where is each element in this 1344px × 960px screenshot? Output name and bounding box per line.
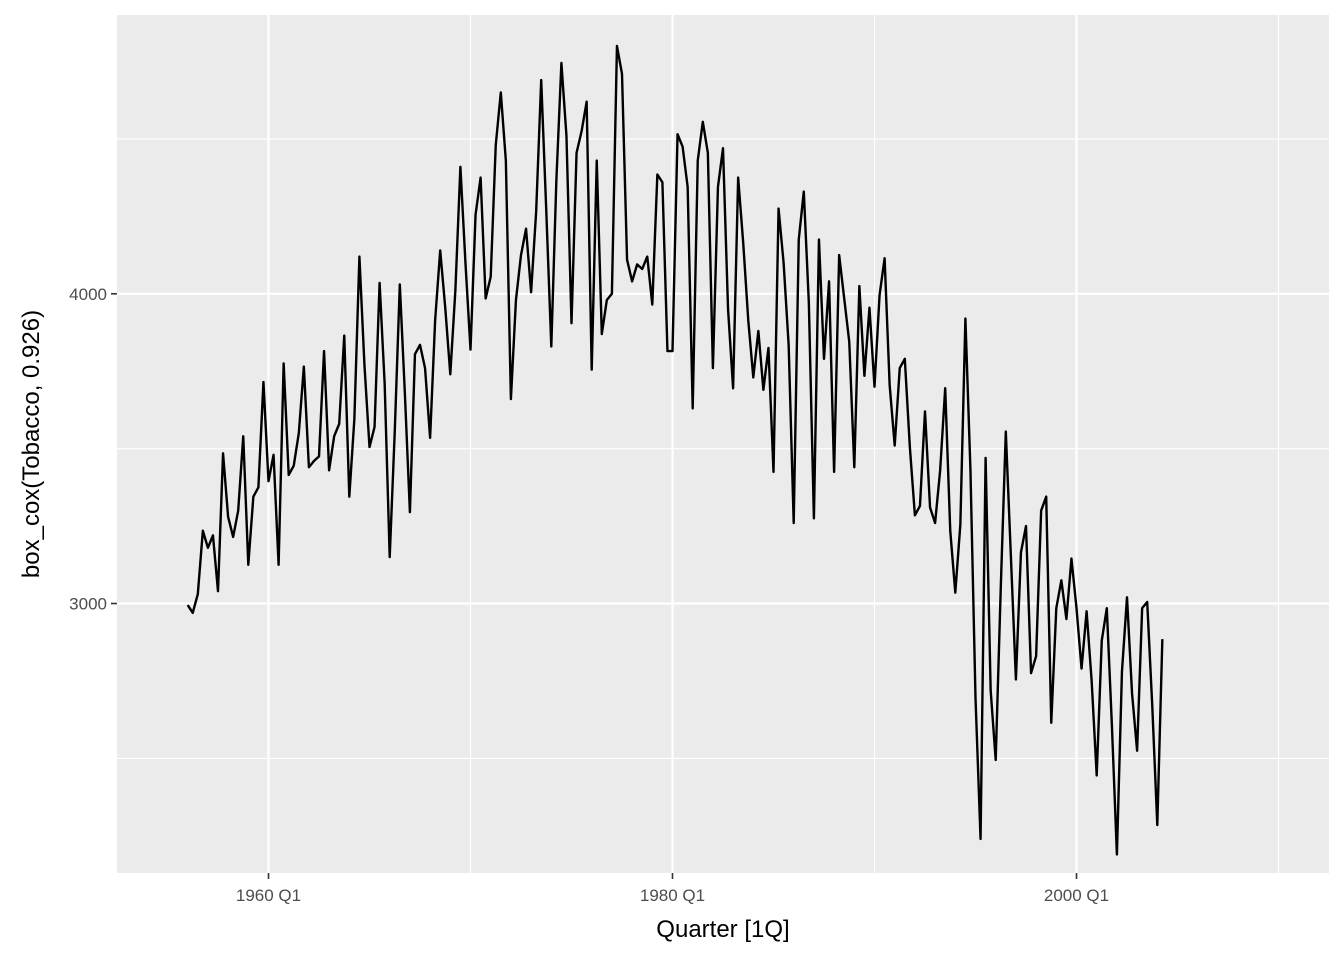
y-axis: 3000 4000 — [69, 285, 117, 614]
x-axis: 1960 Q1 1980 Q1 2000 Q1 — [236, 873, 1109, 905]
x-tick-label: 2000 Q1 — [1044, 886, 1109, 905]
y-tick-label: 4000 — [69, 285, 107, 304]
x-axis-title: Quarter [1Q] — [656, 916, 789, 943]
y-axis-title: box_cox(Tobacco, 0.926) — [18, 310, 45, 578]
x-tick-label: 1960 Q1 — [236, 886, 301, 905]
series-line — [186, 44, 1164, 856]
plot-panel — [117, 15, 1329, 873]
x-tick-label: 1980 Q1 — [640, 886, 705, 905]
y-tick-label: 3000 — [69, 595, 107, 614]
